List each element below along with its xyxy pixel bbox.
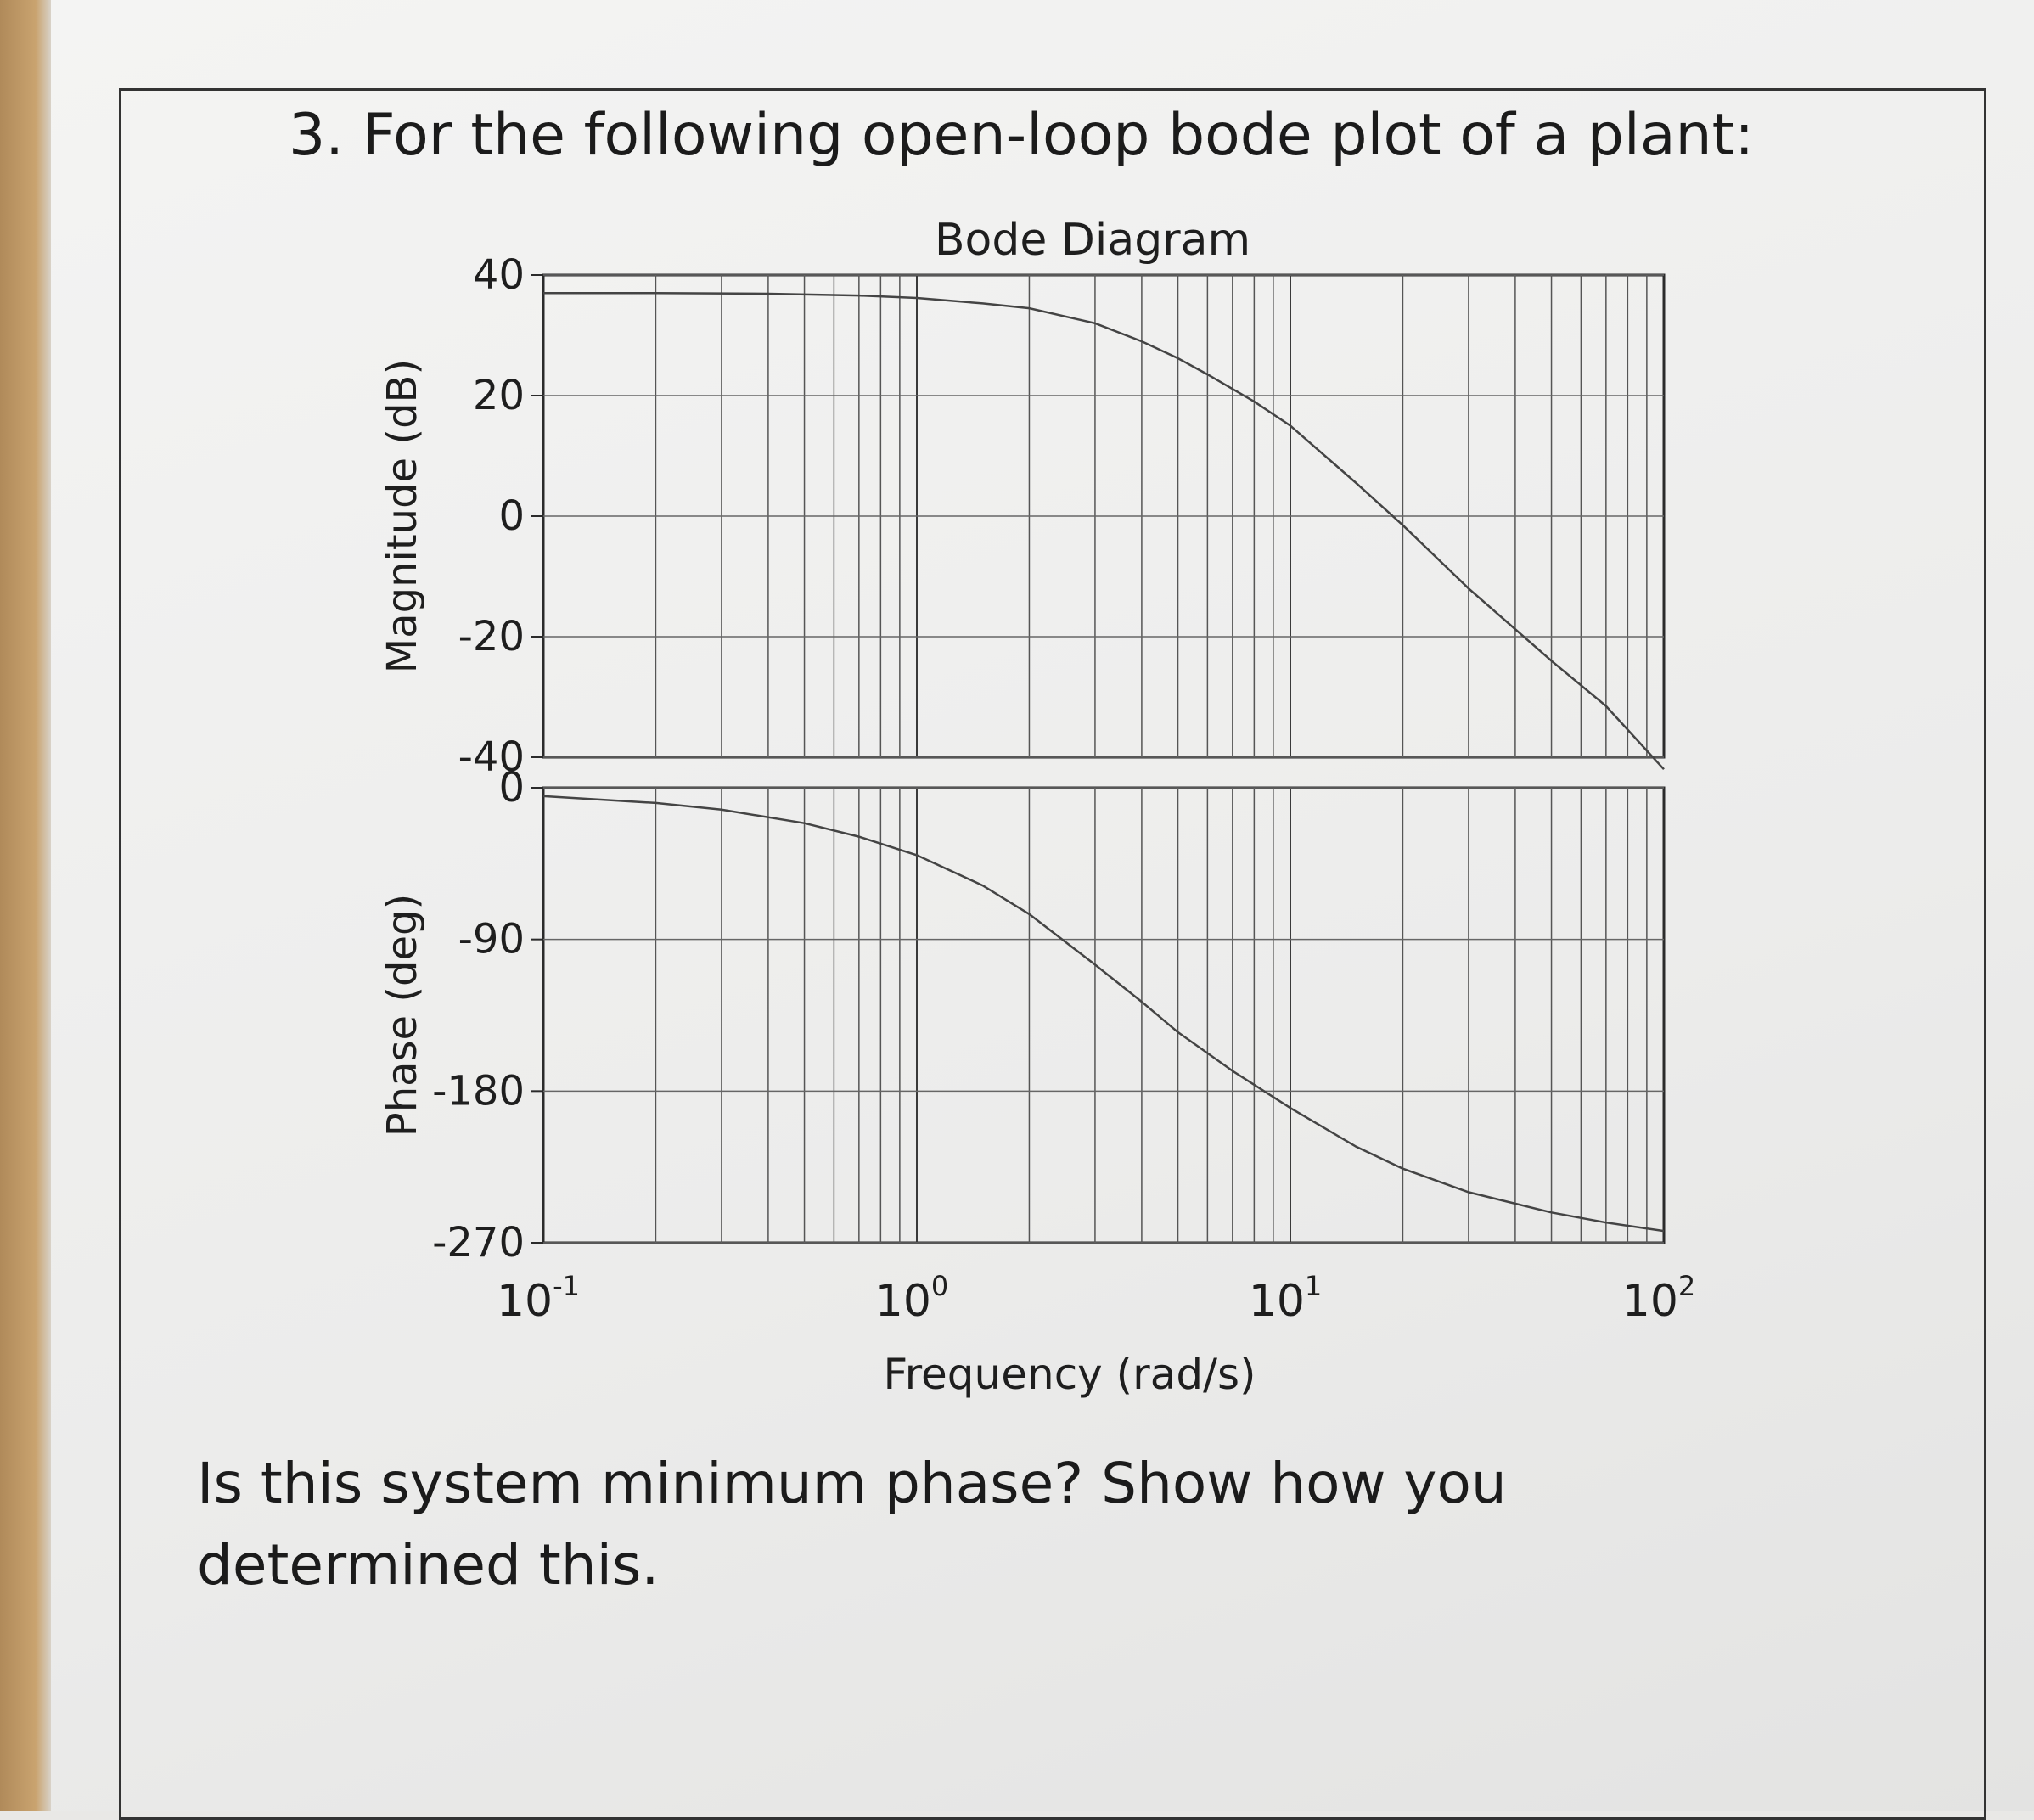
x-tick-base: 10	[875, 1276, 931, 1327]
question-heading: 3. For the following open-loop bode plot…	[289, 102, 1755, 169]
phase-curve	[542, 795, 1665, 1233]
x-tick-exponent: 2	[1678, 1270, 1695, 1302]
magnitude-y-tick-label: -20	[458, 613, 525, 660]
x-tick-exponent: -1	[553, 1270, 580, 1302]
x-tick-label: 10-1	[497, 1270, 580, 1327]
phase-y-tick-label: -90	[458, 916, 525, 963]
magnitude-y-axis-label: Magnitude (dB)	[379, 359, 426, 673]
x-tick-base: 10	[1622, 1276, 1678, 1327]
phase-y-axis-label: Phase (deg)	[379, 894, 426, 1138]
phase-y-tick-label: -270	[432, 1219, 525, 1267]
desk-edge	[0, 0, 51, 1811]
phase-y-tick-label: -180	[432, 1067, 525, 1115]
frequency-axis: 10-1 100 101 102	[497, 1270, 1695, 1327]
phase-plot-frame	[542, 786, 1666, 1244]
worksheet-page	[51, 0, 2034, 1811]
x-tick-exponent: 0	[931, 1270, 948, 1302]
magnitude-panel: 40 20 0 -20 -40 Magnitude (dB)	[379, 251, 1666, 781]
phase-panel: 0 -90 -180 -270 Phase (deg)	[379, 764, 1666, 1267]
x-tick-exponent: 1	[1305, 1270, 1322, 1302]
chart-title: Bode Diagram	[935, 215, 1250, 266]
x-tick-base: 10	[1249, 1276, 1305, 1327]
magnitude-curve	[543, 292, 1665, 771]
x-tick-base: 10	[497, 1276, 553, 1327]
x-tick-label: 100	[875, 1270, 949, 1327]
magnitude-y-tick-label: 0	[498, 492, 525, 540]
x-tick-label: 102	[1622, 1270, 1696, 1327]
magnitude-y-tick-label: 40	[473, 251, 525, 299]
x-tick-label: 101	[1249, 1270, 1323, 1327]
phase-y-tick-label: 0	[498, 764, 525, 812]
magnitude-y-tick-label: 20	[473, 372, 525, 419]
question-body: Is this system minimum phase? Show how y…	[197, 1451, 1507, 1598]
x-axis-label: Frequency (rad/s)	[883, 1350, 1256, 1399]
magnitude-y-tick-label: -40	[458, 733, 525, 781]
